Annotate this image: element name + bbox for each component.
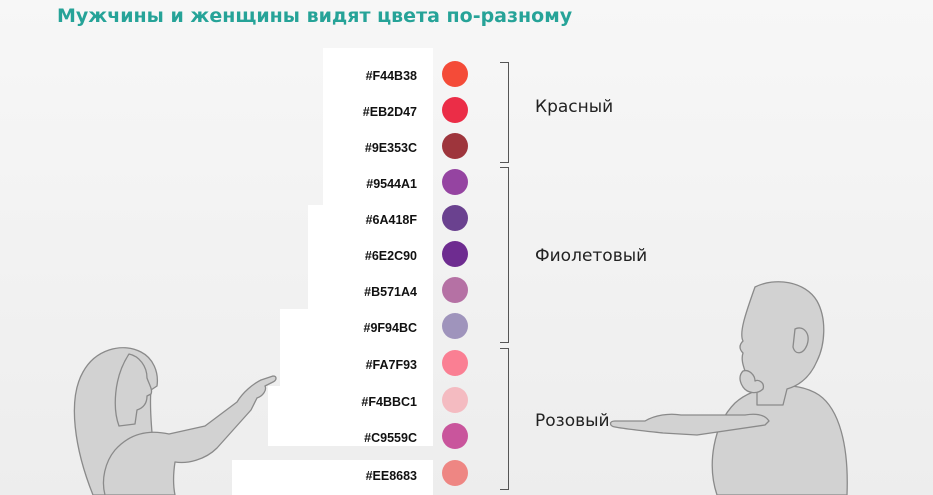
color-swatch	[442, 277, 468, 303]
hex-code: #EB2D47	[362, 105, 417, 119]
labels-panel-lower	[280, 309, 433, 389]
group-bracket-red	[500, 62, 509, 163]
group-bracket-violet	[500, 167, 509, 343]
color-swatch	[442, 169, 468, 195]
hex-code: #C9559C	[364, 431, 417, 445]
hex-code: #B571A4	[364, 285, 417, 299]
hex-code: #F44B38	[365, 69, 417, 83]
group-label-pink: Розовый	[535, 411, 610, 431]
labels-panel-top	[323, 48, 433, 208]
hex-code: #6A418F	[365, 213, 417, 227]
labels-panel-bottom	[268, 386, 433, 446]
color-swatch	[442, 460, 468, 486]
woman-figure	[73, 347, 277, 495]
hex-code: #FA7F93	[365, 358, 417, 372]
color-swatch	[442, 350, 468, 376]
color-swatch	[442, 133, 468, 159]
color-swatch	[442, 205, 468, 231]
color-swatch	[442, 313, 468, 339]
group-bracket-pink	[500, 348, 509, 490]
group-label-red: Красный	[535, 97, 614, 117]
page-title: Мужчины и женщины видят цвета по-разному	[57, 5, 573, 27]
color-swatch	[442, 387, 468, 413]
hex-code: #EE8683	[365, 469, 417, 483]
labels-panel-middle	[308, 205, 433, 312]
color-swatch	[442, 241, 468, 267]
color-swatch	[442, 97, 468, 123]
hex-code: #6E2C90	[364, 249, 417, 263]
hex-code: #F4BBC1	[361, 395, 417, 409]
color-swatch	[442, 423, 468, 449]
man-figure	[609, 281, 848, 495]
hex-code: #9F94BC	[363, 321, 418, 335]
labels-panel-base	[232, 460, 433, 495]
color-swatch	[442, 61, 468, 87]
hex-code: #9E353C	[364, 141, 417, 155]
hex-code: #9544A1	[366, 177, 417, 191]
group-label-violet: Фиолетовый	[535, 246, 648, 266]
